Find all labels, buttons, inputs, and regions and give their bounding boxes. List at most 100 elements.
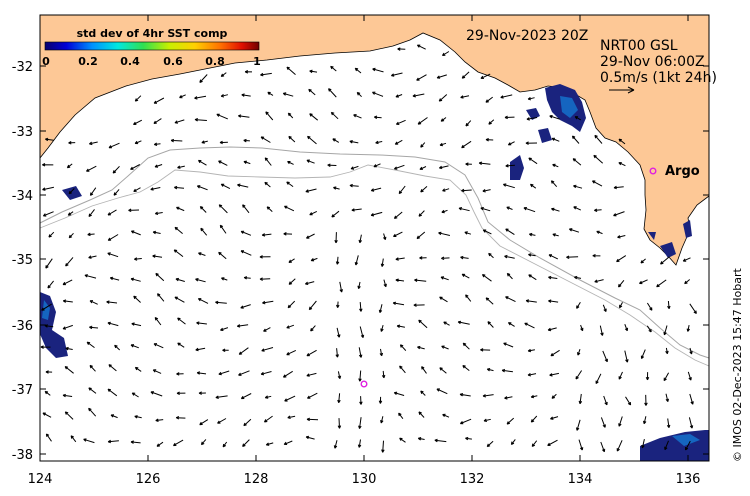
scale-label: 0.5m/s (1kt 24h) [600, 70, 717, 86]
current-vector-arrow [549, 115, 560, 120]
current-vector-arrow [370, 211, 383, 217]
current-vector-arrow [107, 439, 119, 444]
current-vector-arrow [174, 296, 185, 303]
current-vector-arrow [176, 391, 186, 396]
current-vector-arrow [42, 412, 52, 418]
current-vector-arrow [113, 189, 120, 196]
current-vector-arrow [378, 396, 383, 404]
current-vector-arrow [618, 162, 626, 167]
current-vector-arrow [552, 233, 559, 237]
current-vector-arrow [380, 324, 384, 332]
sst-stddev-patches [40, 84, 709, 461]
current-vector-arrow [482, 394, 494, 398]
current-vector-arrow [577, 349, 581, 356]
current-vector-arrow [172, 439, 184, 447]
current-vector-arrow [578, 393, 583, 405]
current-vector-arrow [175, 416, 186, 420]
current-vector-arrow [395, 257, 405, 261]
current-vector-arrow [237, 183, 249, 188]
current-vector-arrow [478, 161, 491, 166]
current-vector-arrow [238, 370, 250, 376]
current-vector-arrow [393, 211, 403, 219]
current-vector-arrow [458, 207, 470, 212]
current-vector-arrow [507, 322, 515, 327]
current-vector-arrow [150, 187, 161, 191]
current-vector-arrow [130, 344, 139, 349]
current-vector-arrow [244, 70, 253, 74]
current-vector-arrow [131, 322, 142, 327]
current-vector-arrow [337, 371, 342, 379]
current-vector-arrow [154, 164, 163, 168]
current-vector-arrow [639, 279, 648, 285]
current-vector-arrow [110, 414, 118, 419]
current-vector-arrow [689, 303, 697, 315]
current-vector-arrow [548, 299, 559, 303]
date-label: 29-Nov-2023 20Z [466, 28, 588, 44]
current-vector-arrow [305, 188, 317, 193]
current-vector-arrow [644, 394, 648, 406]
current-vector-arrow [306, 159, 315, 164]
current-vector-arrow [261, 233, 272, 237]
current-vector-arrow [133, 295, 141, 303]
current-vector-arrow [130, 164, 141, 170]
current-vector-arrow [625, 396, 632, 406]
current-vector-arrow [218, 204, 228, 214]
current-vector-arrow [196, 185, 208, 191]
current-vector-arrow [114, 344, 121, 351]
current-vector-arrow [616, 440, 623, 452]
current-vector-arrow [334, 232, 338, 244]
current-vector-arrow [88, 407, 97, 417]
current-vector-arrow [663, 372, 670, 382]
current-vector-arrow [480, 348, 491, 352]
current-vector-arrow [70, 435, 77, 443]
current-vector-arrow [335, 256, 340, 265]
current-vector-arrow [154, 316, 162, 326]
y-tick-label: -36 [12, 319, 33, 334]
current-vector-arrow [438, 231, 451, 236]
current-vector-arrow [134, 140, 142, 145]
current-vector-arrow [134, 95, 142, 102]
current-vector-arrow [259, 277, 271, 281]
current-vector-arrow [488, 119, 495, 125]
current-vector-arrow [507, 141, 515, 146]
current-vector-arrow [524, 322, 535, 329]
current-vector-arrow [283, 232, 293, 236]
current-vector-arrow [465, 294, 472, 302]
current-vector-arrow [420, 142, 426, 148]
current-vector-arrow [666, 418, 671, 428]
current-vector-arrow [288, 135, 296, 143]
current-vector-arrow [416, 74, 427, 81]
current-vector-arrow [241, 93, 251, 97]
x-tick-labels: 124 126 128 130 132 134 136 [28, 472, 701, 487]
current-vector-arrow [359, 396, 363, 405]
current-vector-arrow [660, 256, 670, 265]
current-vector-arrow [198, 391, 206, 395]
x-tick-label: 134 [568, 472, 593, 487]
axis-ticks [39, 15, 709, 461]
current-vector-arrow [548, 275, 558, 280]
current-vector-arrow [88, 209, 95, 218]
current-vector-arrow [399, 365, 406, 374]
current-vector-arrow [288, 258, 295, 263]
current-vector-arrow [416, 231, 426, 240]
current-vector-arrow [264, 181, 271, 188]
current-vector-arrow [462, 365, 470, 371]
current-vector-arrow [240, 230, 252, 236]
current-vector-arrow [308, 88, 316, 96]
current-vector-arrow [442, 188, 450, 192]
argo-float-marker [649, 167, 657, 175]
current-vector-arrow [393, 391, 405, 396]
x-tick-label: 126 [136, 472, 161, 487]
current-vector-arrow [624, 350, 629, 363]
current-vector-arrow [309, 210, 318, 216]
current-vector-arrow [216, 113, 228, 120]
current-vector-arrow [436, 388, 448, 395]
current-vector-arrow [442, 413, 450, 418]
current-vector-arrow [412, 93, 425, 98]
current-vector-arrow [383, 279, 387, 288]
current-vector-arrow [603, 395, 608, 406]
current-vector-arrow [62, 393, 73, 398]
current-vector-arrow [646, 325, 652, 333]
current-vector-arrow [89, 325, 99, 330]
isobath-outer [39, 146, 710, 359]
